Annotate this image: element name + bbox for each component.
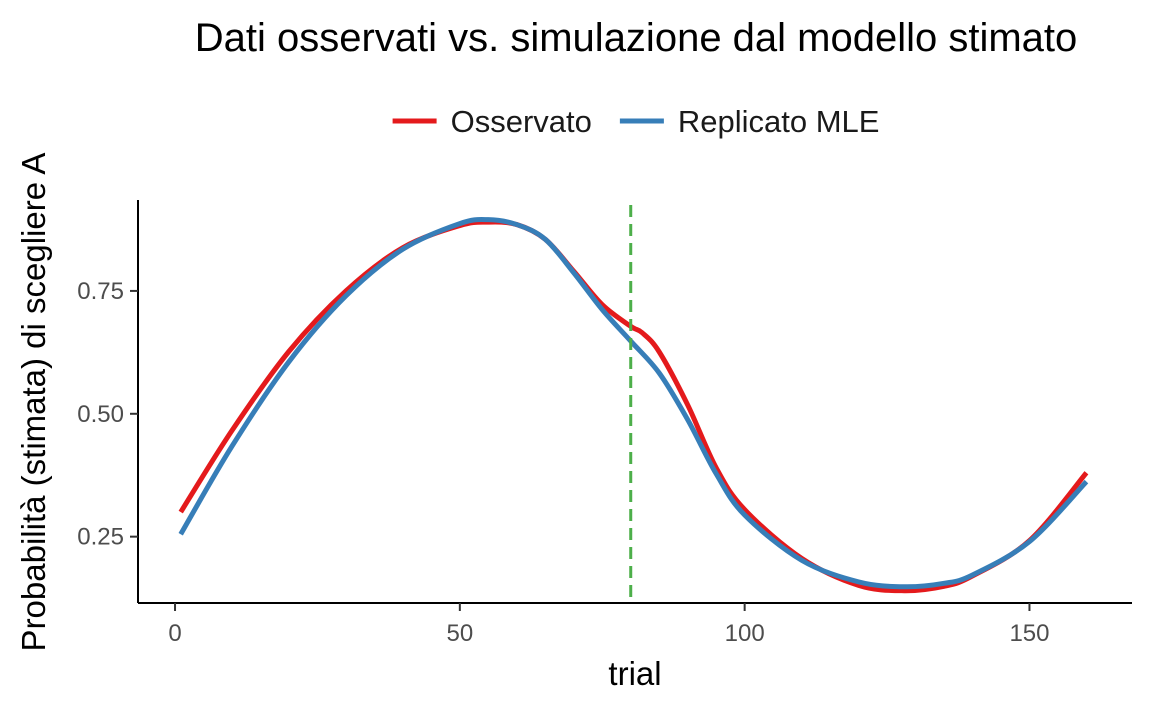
x-tick-label: 100 (725, 620, 765, 647)
x-tick-label: 150 (1009, 620, 1049, 647)
x-tick-label: 0 (168, 620, 181, 647)
x-tick-label: 50 (446, 620, 473, 647)
x-axis-ticks: 0 50 100 150 (168, 603, 1049, 647)
y-tick-label: 0.25 (77, 524, 124, 551)
x-axis-title: trial (608, 655, 661, 692)
legend-item: Osservato (392, 104, 592, 139)
legend-label: Replicato MLE (678, 104, 880, 139)
series-line-osservato (178, 219, 1089, 594)
plot-area (178, 205, 1089, 603)
legend: Osservato Replicato MLE (392, 104, 880, 139)
y-axis-title: Probabilità (stimata) di scegliere A (15, 153, 52, 652)
y-axis-ticks: 0.25 0.50 0.75 (77, 278, 138, 551)
chart-title: Dati osservati vs. simulazione dal model… (195, 16, 1078, 60)
legend-item: Replicato MLE (619, 104, 880, 139)
y-tick-label: 0.75 (77, 278, 124, 305)
legend-label: Osservato (451, 104, 592, 139)
series-line-replicato-mle (178, 217, 1089, 590)
y-tick-label: 0.50 (77, 401, 124, 428)
